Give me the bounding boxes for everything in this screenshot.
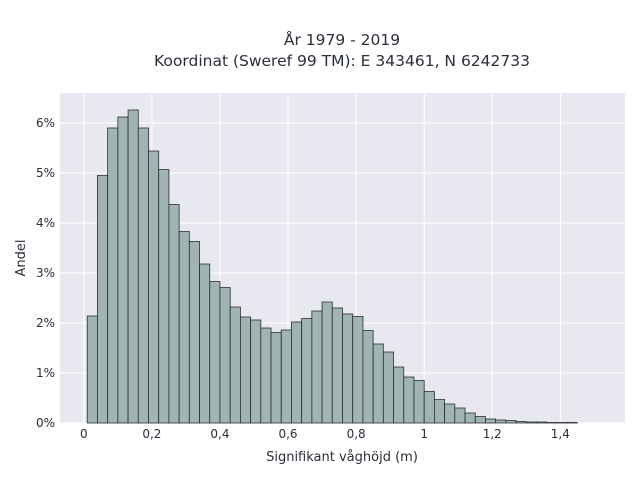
x-tick-label: 0,2 <box>142 427 161 441</box>
histogram-bar <box>229 306 241 424</box>
chart-subtitle: Koordinat (Sweref 99 TM): E 343461, N 62… <box>154 52 530 70</box>
y-axis-ticks: 0% 1% 2% 3% 4% 5% 6% <box>36 116 55 430</box>
histogram-bar <box>270 332 282 424</box>
x-tick-label: 0,8 <box>347 427 366 441</box>
y-tick-label: 3% <box>36 266 55 280</box>
histogram-bar <box>199 263 211 424</box>
histogram-bar <box>321 301 333 424</box>
histogram-bar <box>342 313 354 424</box>
histogram-bar <box>505 420 517 424</box>
histogram-bar <box>107 127 119 424</box>
histogram-bar <box>546 422 558 424</box>
histogram-bar <box>280 329 292 424</box>
x-axis-ticks: 0 0,2 0,4 0,6 0,8 1 1,2 1,4 <box>80 427 570 441</box>
histogram-bar <box>148 150 160 424</box>
histogram-bar <box>311 310 323 424</box>
y-tick-label: 5% <box>36 166 55 180</box>
histogram-bar <box>556 422 568 424</box>
histogram-bar <box>219 287 231 424</box>
histogram-bar <box>515 421 527 424</box>
x-tick-label: 1,2 <box>483 427 502 441</box>
histogram-bar <box>178 231 190 424</box>
x-axis-label: Signifikant våghöjd (m) <box>266 450 418 465</box>
y-tick-label: 1% <box>36 366 55 380</box>
bars <box>86 109 578 424</box>
histogram-bar <box>536 421 548 424</box>
histogram-bar <box>239 316 252 424</box>
histogram-bar <box>352 316 364 424</box>
histogram-bar <box>158 169 170 424</box>
histogram-bar <box>127 109 139 424</box>
y-axis-label: Andel <box>14 240 29 277</box>
y-tick-label: 4% <box>36 216 55 230</box>
histogram-bar <box>525 421 537 424</box>
histogram-bar <box>209 281 221 424</box>
histogram-bar <box>403 376 415 424</box>
histogram-bar <box>331 307 343 424</box>
histogram-bar <box>464 412 476 424</box>
histogram-bar <box>117 116 129 424</box>
histogram-bar <box>413 380 425 424</box>
histogram-bar <box>495 419 507 424</box>
histogram-bar <box>393 366 405 424</box>
histogram-bar <box>433 399 446 424</box>
histogram-bar <box>362 330 374 424</box>
histogram-bar <box>301 318 313 424</box>
x-tick-label: 0,4 <box>210 427 229 441</box>
y-tick-label: 6% <box>36 116 55 130</box>
y-tick-label: 0% <box>36 416 55 430</box>
histogram-bar <box>444 403 456 424</box>
y-tick-label: 2% <box>36 316 55 330</box>
histogram-bar <box>97 175 109 424</box>
histogram-bar <box>454 407 466 424</box>
histogram-bar <box>372 343 384 424</box>
histogram-bar <box>423 391 435 424</box>
histogram-bar <box>188 241 200 424</box>
histogram-bar <box>474 416 486 424</box>
x-tick-label: 1,4 <box>551 427 570 441</box>
x-tick-label: 0,6 <box>278 427 297 441</box>
histogram-bar <box>382 351 394 424</box>
histogram-bar <box>250 319 262 424</box>
histogram-bar <box>566 422 578 424</box>
histogram-bar <box>485 418 497 424</box>
histogram-bar <box>86 315 98 424</box>
histogram-bar <box>168 204 180 424</box>
chart-title: År 1979 - 2019 <box>284 30 400 49</box>
x-tick-label: 1 <box>420 427 428 441</box>
x-tick-label: 0 <box>80 427 88 441</box>
histogram-bar <box>137 127 149 424</box>
histogram-bar <box>260 327 272 424</box>
histogram-bar <box>291 321 303 424</box>
